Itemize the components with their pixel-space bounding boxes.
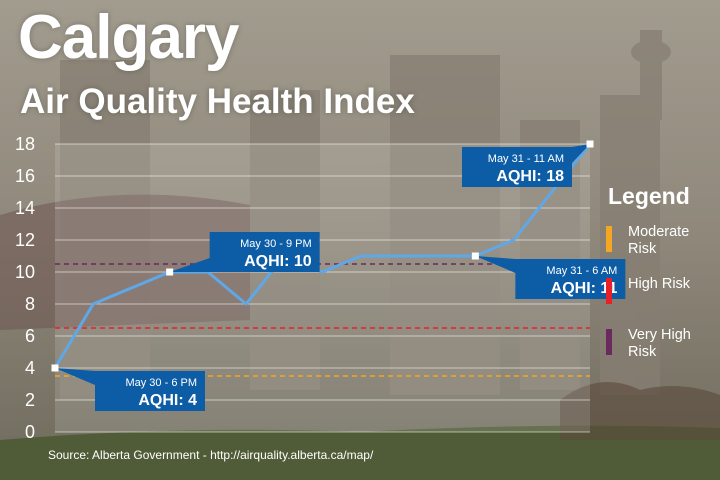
callout-time-3: May 31 - 11 AM [488, 153, 564, 165]
y-tick-label-14: 14 [15, 198, 35, 218]
callout-box-1 [169, 232, 320, 272]
y-tick-label-0: 0 [25, 422, 35, 442]
callout-box-3 [462, 144, 590, 187]
legend-item-moderate: Moderate Risk [606, 224, 716, 264]
legend-item-high: High Risk [606, 276, 716, 316]
callout-time-2: May 31 - 6 AM [546, 265, 617, 277]
legend-swatch-high [606, 278, 612, 304]
series-line [53, 142, 592, 370]
data-point-0 [51, 364, 59, 372]
y-tick-label-4: 4 [25, 358, 35, 378]
y-tick-label-10: 10 [15, 262, 35, 282]
legend-title: Legend [608, 183, 690, 209]
legend-item-very-high: Very High Risk [606, 327, 716, 367]
callout-value-1: AQHI: 10 [244, 253, 312, 270]
y-tick-label-8: 8 [25, 294, 35, 314]
chart-subtitle: Air Quality Health Index [20, 82, 415, 121]
y-tick-label-18: 18 [15, 134, 35, 154]
y-tick-label-12: 12 [15, 230, 35, 250]
legend-swatch-moderate [606, 226, 612, 252]
callout-value-2: AQHI: 11 [551, 280, 618, 297]
callout-time-0: May 30 - 6 PM [125, 377, 197, 389]
callout-time-1: May 30 - 9 PM [240, 238, 312, 250]
chart-title: Calgary [18, 3, 239, 72]
callout-box-0 [55, 368, 205, 411]
callout-value-3: AQHI: 18 [496, 168, 564, 185]
data-point-14 [586, 140, 594, 148]
data-point-11 [471, 252, 479, 260]
legend-label-high: High Risk [628, 276, 691, 292]
y-tick-label-16: 16 [15, 166, 35, 186]
callout-value-0: AQHI: 4 [138, 392, 197, 409]
y-tick-label-6: 6 [25, 326, 35, 346]
y-tick-label-2: 2 [25, 390, 35, 410]
legend-label-very-high: Very High Risk [628, 327, 691, 360]
legend-label-moderate: Moderate Risk [628, 224, 690, 257]
source-note: Source: Alberta Government - http://airq… [48, 448, 374, 462]
data-point-3 [166, 268, 174, 276]
callout-box-2 [475, 256, 626, 299]
legend-swatch-very-high [606, 329, 612, 355]
